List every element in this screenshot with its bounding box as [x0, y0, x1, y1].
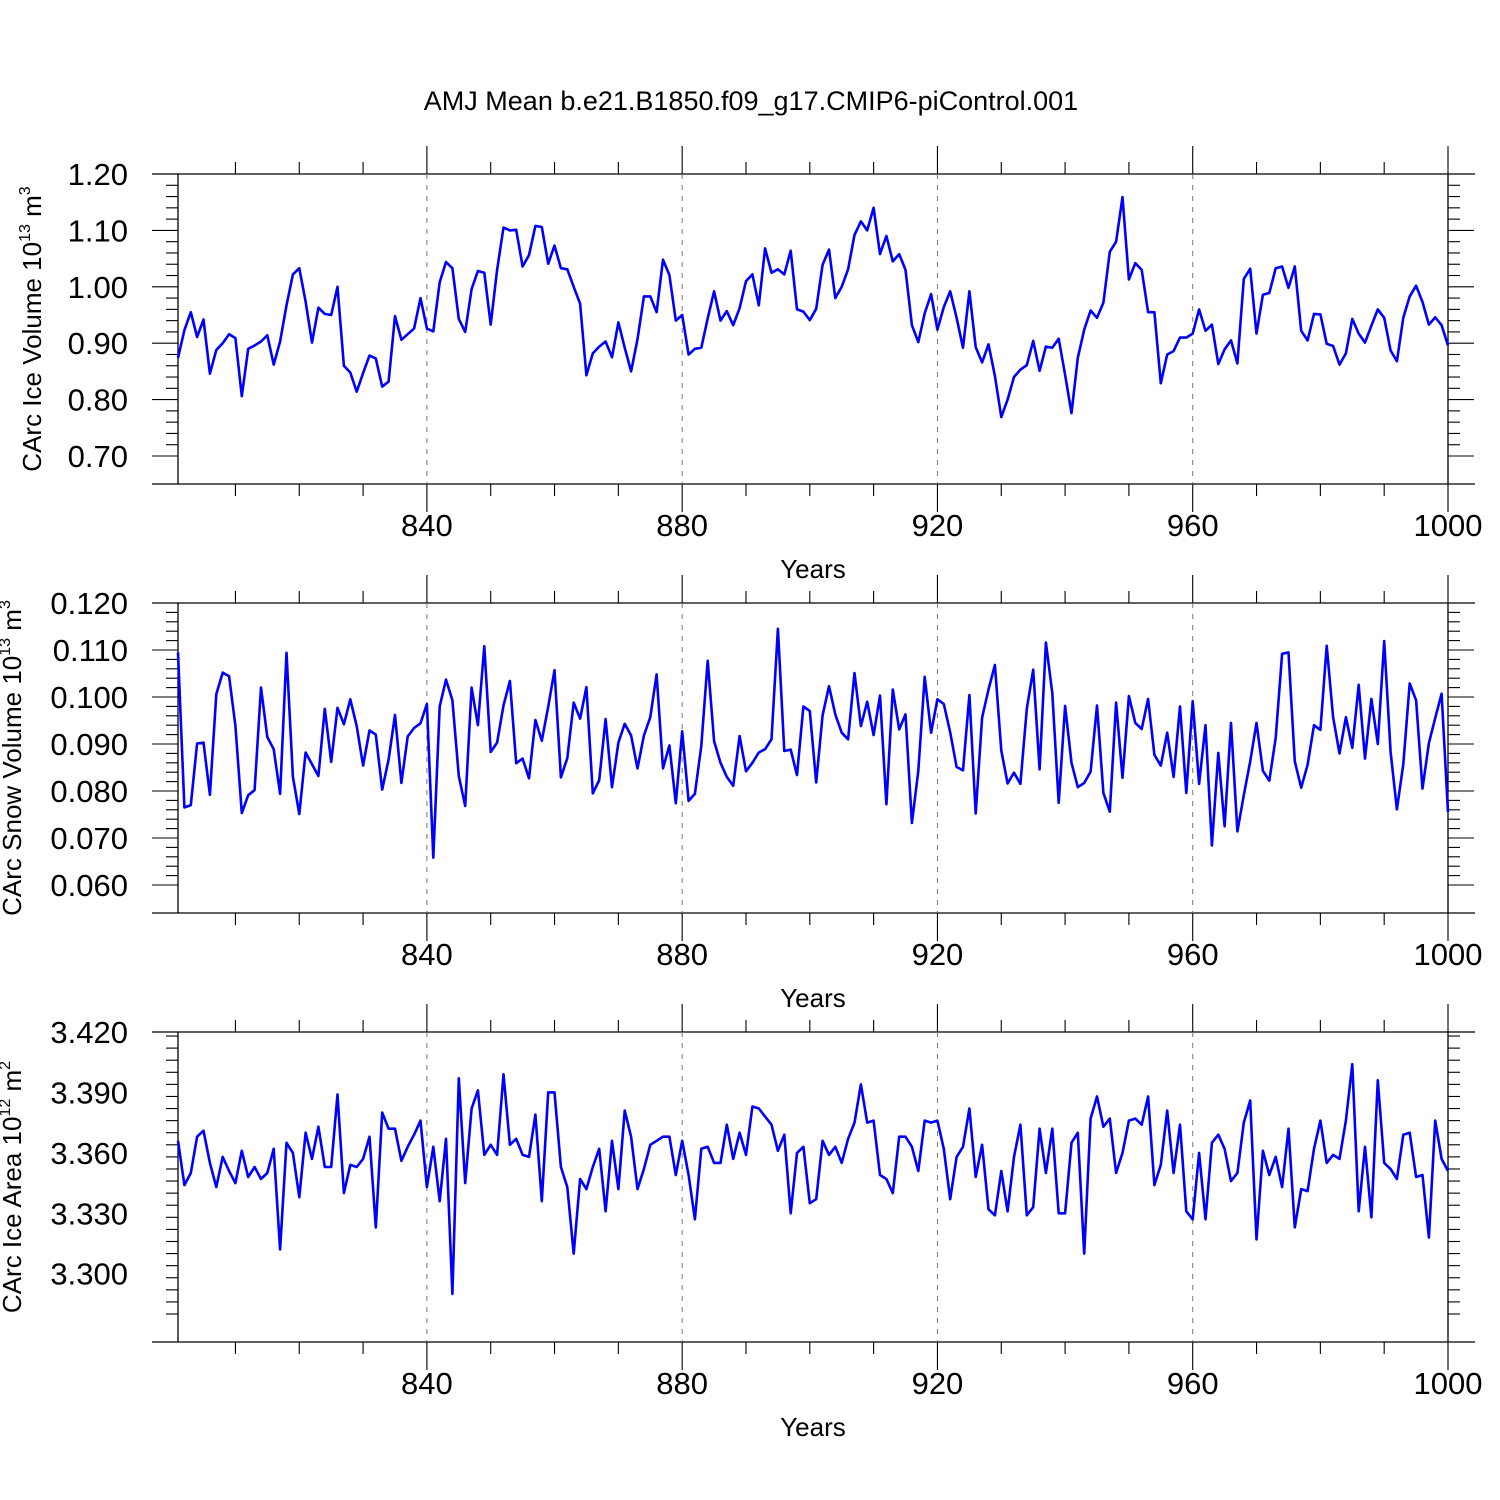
y-tick-label: 3.390 [50, 1075, 128, 1110]
x-tick-label: 840 [401, 508, 453, 543]
y-axis-label-exponent: 2 [0, 1061, 14, 1070]
y-axis-label-text: m [0, 1070, 27, 1099]
x-axis-label: Years [780, 1412, 846, 1442]
x-tick-label: 880 [656, 937, 708, 972]
y-axis-label-text: m [17, 195, 47, 224]
y-tick-label: 0.100 [50, 680, 128, 715]
chart-panel-3: 840 880 920 960 1000 3.300 3.330 3.360 3.390 3.42… [0, 1004, 1482, 1442]
x-tick-label: 920 [912, 937, 964, 972]
x-tick-label: 880 [656, 1366, 708, 1401]
x-tick-label: 1000 [1414, 1366, 1483, 1401]
y-tick-label: 0.120 [50, 586, 128, 621]
y-axis-label: CArc Ice Volume 1013 m3 [17, 186, 47, 471]
y-axis-label-exponent: 3 [17, 186, 34, 195]
series-line [176, 627, 1450, 860]
y-tick-label: 0.080 [50, 774, 128, 809]
y-tick-label: 0.90 [68, 326, 128, 361]
y-axis-label-text: CArc Ice Area 10 [0, 1117, 27, 1314]
x-tick-label: 1000 [1414, 937, 1483, 972]
y-axis-label: CArc Ice Area 1012 m2 [0, 1061, 27, 1313]
chart-panel-2: 840 880 920 960 1000 0.060 0.070 0.080 0.090 0.10… [0, 575, 1482, 1013]
x-tick-label: 960 [1167, 937, 1219, 972]
x-tick-label: 1000 [1414, 508, 1483, 543]
y-axis-label: CArc Snow Volume 1013 m3 [0, 600, 27, 916]
x-tick-label: 920 [912, 1366, 964, 1401]
y-axis-label-text: CArc Snow Volume 10 [0, 656, 27, 916]
y-axis-label-exponent: 13 [17, 224, 34, 242]
x-tick-label: 960 [1167, 1366, 1219, 1401]
chart-title: AMJ Mean b.e21.B1850.f09_g17.CMIP6-piCon… [424, 86, 1078, 116]
y-tick-label: 0.060 [50, 868, 128, 903]
x-tick-label: 840 [401, 1366, 453, 1401]
y-tick-label: 1.10 [68, 213, 128, 248]
x-tick-label: 960 [1167, 508, 1219, 543]
y-axis-label-text: m [0, 609, 27, 638]
y-tick-label: 3.420 [50, 1015, 128, 1050]
y-axis-label-exponent: 12 [0, 1099, 14, 1117]
y-axis-label-text: CArc Ice Volume 10 [17, 242, 47, 472]
y-tick-label: 0.80 [68, 383, 128, 418]
x-axis-label: Years [780, 554, 846, 584]
x-tick-label: 880 [656, 508, 708, 543]
x-axis-label: Years [780, 983, 846, 1013]
chart-panel-1: 840 880 920 960 1000 0.70 0.80 0.90 1.00 1.10 1.20… [17, 146, 1482, 584]
y-tick-label: 3.360 [50, 1136, 128, 1171]
series-line [176, 1062, 1450, 1296]
y-axis-label-exponent: 13 [0, 638, 14, 656]
x-tick-label: 920 [912, 508, 964, 543]
y-tick-label: 1.00 [68, 270, 128, 305]
x-tick-label: 840 [401, 937, 453, 972]
y-tick-label: 1.20 [68, 157, 128, 192]
series-line [176, 195, 1450, 419]
y-axis-label-exponent: 3 [0, 600, 14, 609]
y-tick-label: 0.090 [50, 727, 128, 762]
y-tick-label: 0.110 [53, 633, 128, 668]
y-tick-label: 0.70 [68, 439, 128, 474]
y-tick-label: 0.070 [50, 821, 128, 856]
y-tick-label: 3.300 [50, 1257, 128, 1292]
y-tick-label: 3.330 [50, 1196, 128, 1231]
